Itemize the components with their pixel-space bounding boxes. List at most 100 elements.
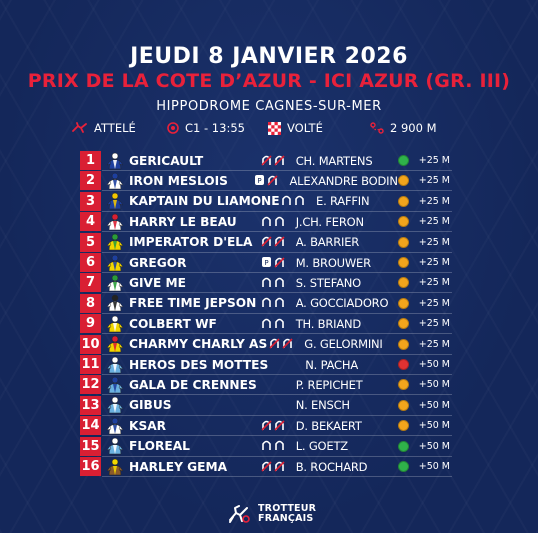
form-status-icon [397,359,409,370]
jockey-silk-icon [106,213,124,230]
horseshoe-icon [261,216,271,226]
distance-handicap: +25 M [418,175,450,187]
distance-handicap: +25 M [418,216,450,228]
race-time-label: C1 - 13:55 [185,121,245,135]
driver-name: L. GOETZ [295,439,348,454]
runner-row: 11 HEROS DES MOTTES N. PACHA +50 M [80,355,452,375]
horse-name: KAPTAIN DU LIAMONE [129,194,280,209]
svg-text:P: P [264,259,268,267]
brand-logo: TROTTEUR FRANÇAIS [228,500,338,528]
jockey-silk-icon [106,172,124,190]
runner-row: 12 GALA DE CRENNES P. REPICHET +50 M [80,375,452,396]
distance-handicap: +50 M [418,379,450,391]
form-status-icon [397,297,409,309]
shoeing-icons [261,154,287,168]
driver-name: G. GELORMINI [304,337,383,352]
checkered-flag-icon [268,121,281,135]
shoeing-icons [269,337,295,351]
horseshoe-icon: P [261,256,271,267]
form-status-icon [397,461,409,472]
trotter-icon [72,122,87,133]
form-status-icon [397,399,409,411]
jockey-silk-icon [106,233,124,251]
jockey-silk-icon [106,397,124,414]
horseshoe-icon [269,338,280,349]
info-discipline: ATTELÉ [72,121,136,135]
driver-name: J.CH. FERON [295,214,364,229]
form-status-icon [397,175,409,187]
form-status-icon [397,155,409,166]
distance-handicap: +25 M [418,155,450,166]
horseshoe-icon: P [255,174,265,185]
runner-row: 2 IRON MESLOIS P ALEXANDRE BODIN +25 M [80,171,452,192]
driver-name: N. ENSCH [295,398,350,413]
form-status-icon [397,440,409,452]
runner-row: 15 FLOREAL L. GOETZ +50 M [80,436,452,457]
driver-name: P. REPICHET [295,377,363,392]
horseshoe-icon [261,420,272,431]
form-status-icon [397,420,409,432]
discipline-label: ATTELÉ [94,121,136,135]
driver-name: TH. BRIAND [295,316,362,331]
driver-name: ALEXANDRE BODIN [289,173,398,188]
shoeing-icons [261,235,287,249]
horseshoe-icon [261,236,272,247]
distance-label: 2 900 M [390,121,437,135]
info-distance: 2 900 M [370,121,437,135]
jockey-silk-icon [106,152,124,169]
horseshoe-icon [274,318,284,328]
distance-handicap: +25 M [418,318,450,330]
horse-name: KSAR [129,418,167,433]
runner-number: 13 [80,395,101,415]
runner-row: 7 GIVE ME S. STEFANO +25 M [80,273,452,294]
race-title: PRIX DE LA COTE D’AZUR - ICI AZUR (GR. I… [27,70,511,92]
shoeing-icons [261,215,287,229]
horse-name: HARLEY GEMA [129,459,228,474]
shoeing-icons: P [261,256,287,270]
runner-number: 2 [80,171,101,191]
runner-number: 11 [80,355,101,374]
driver-name: B. ROCHARD [295,459,368,474]
horseshoe-icon [295,196,304,206]
shoeing-icons [261,276,287,290]
runner-number: 3 [80,191,101,211]
runner-row: 10 CHARMY CHARLY AS G. GELORMINI +25 M [80,334,452,355]
shoeing-icons [261,398,287,412]
jockey-silk-icon [106,193,124,210]
distance-handicap: +50 M [418,359,450,370]
horse-name: GALA DE CRENNES [129,377,257,392]
distance-handicap: +50 M [418,440,450,452]
brand-line1: TROTTEUR [258,503,317,514]
form-status-icon [397,216,409,228]
shoeing-icons [281,194,307,208]
horse-name: IRON MESLOIS [129,173,228,188]
form-status-icon [397,236,409,248]
shoeing-icons [270,358,296,372]
runner-number: 10 [80,334,101,354]
jockey-silk-icon [106,356,124,373]
jockey-silk-icon [106,376,124,394]
horseshoe-icon [261,154,272,166]
runner-row: 14 KSAR D. BEKAERT +50 M [80,416,452,437]
jockey-silk-icon [106,315,124,332]
horseshoe-icon [261,440,271,451]
form-status-icon [397,277,409,289]
horseshoe-icon [261,318,271,328]
runner-number: 6 [80,253,101,272]
brand-wordmark: TROTTEUR FRANÇAIS [258,504,316,524]
info-race-time: C1 - 13:55 [167,121,245,135]
distance-handicap: +50 M [418,420,450,432]
horseshoe-icon [261,298,271,308]
venue-name: HIPPODROME CAGNES-SUR-MER [156,99,382,114]
runner-row: 13 GIBUS N. ENSCH +50 M [80,395,452,416]
runner-row: 9 COLBERT WF TH. BRIAND +25 M [80,314,452,335]
horseshoe-icon [282,338,293,349]
horseshoe-icon [274,420,285,431]
driver-name: N. PACHA [305,357,358,372]
shoeing-icons [261,439,287,453]
driver-name: D. BEKAERT [295,418,362,433]
runner-row: 6 GREGOR P M. BROUWER +25 M [80,253,452,273]
shoeing-icons [261,317,287,331]
runner-number: 7 [80,273,101,293]
